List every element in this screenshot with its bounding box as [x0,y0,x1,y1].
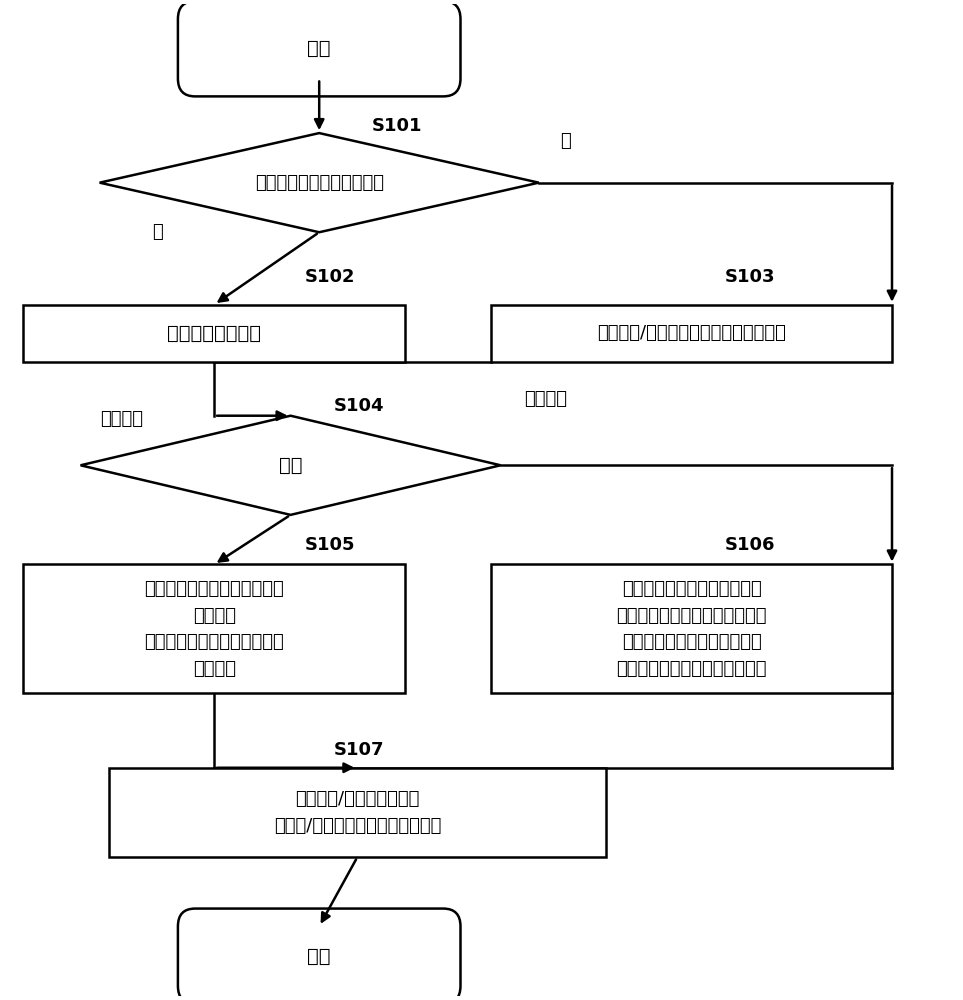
Polygon shape [99,133,538,232]
Text: S101: S101 [372,117,422,135]
Text: 进行第一/第二颜色调节电路的颜色调节: 进行第一/第二颜色调节电路的颜色调节 [597,324,786,342]
Text: 设定监视器设定值: 设定监视器设定值 [168,324,261,343]
Bar [23,564,405,693]
Text: 结束: 结束 [307,947,331,966]
Text: S103: S103 [725,268,775,286]
Bar [23,305,405,362]
Text: 第一模式: 第一模式 [99,410,143,428]
Text: 开始: 开始 [307,39,331,58]
Text: S102: S102 [305,268,355,286]
Bar [109,768,606,857]
Bar [491,305,892,362]
Polygon shape [81,416,501,515]
Bar [491,564,892,693]
Text: 模式: 模式 [279,456,302,475]
Text: S106: S106 [725,536,775,554]
Text: 是: 是 [152,223,163,241]
Text: S104: S104 [333,397,384,415]
Text: 第二模式: 第二模式 [525,390,567,408]
Text: 能够变更监视器的设定值？: 能够变更监视器的设定值？ [254,174,383,192]
Text: 朝向第一格式转换部的输出：
观察图像与记录图像的合成图像
朝向第二格式转换部的输出：
观察图像与记录图像的合成图像: 朝向第一格式转换部的输出： 观察图像与记录图像的合成图像 朝向第二格式转换部的输… [616,580,767,678]
Text: 执行第一/第二格式转换，
向第一/第二显示装置输出影像信号: 执行第一/第二格式转换， 向第一/第二显示装置输出影像信号 [273,790,441,835]
Text: 否: 否 [560,132,570,150]
Text: S105: S105 [305,536,355,554]
FancyBboxPatch shape [178,1,460,96]
Text: 朝向第一格式转换部的输出：
观察图像
朝向第二格式转换部的输出：
记录图像: 朝向第一格式转换部的输出： 观察图像 朝向第二格式转换部的输出： 记录图像 [144,580,284,678]
FancyBboxPatch shape [178,909,460,1000]
Text: S107: S107 [333,741,384,759]
